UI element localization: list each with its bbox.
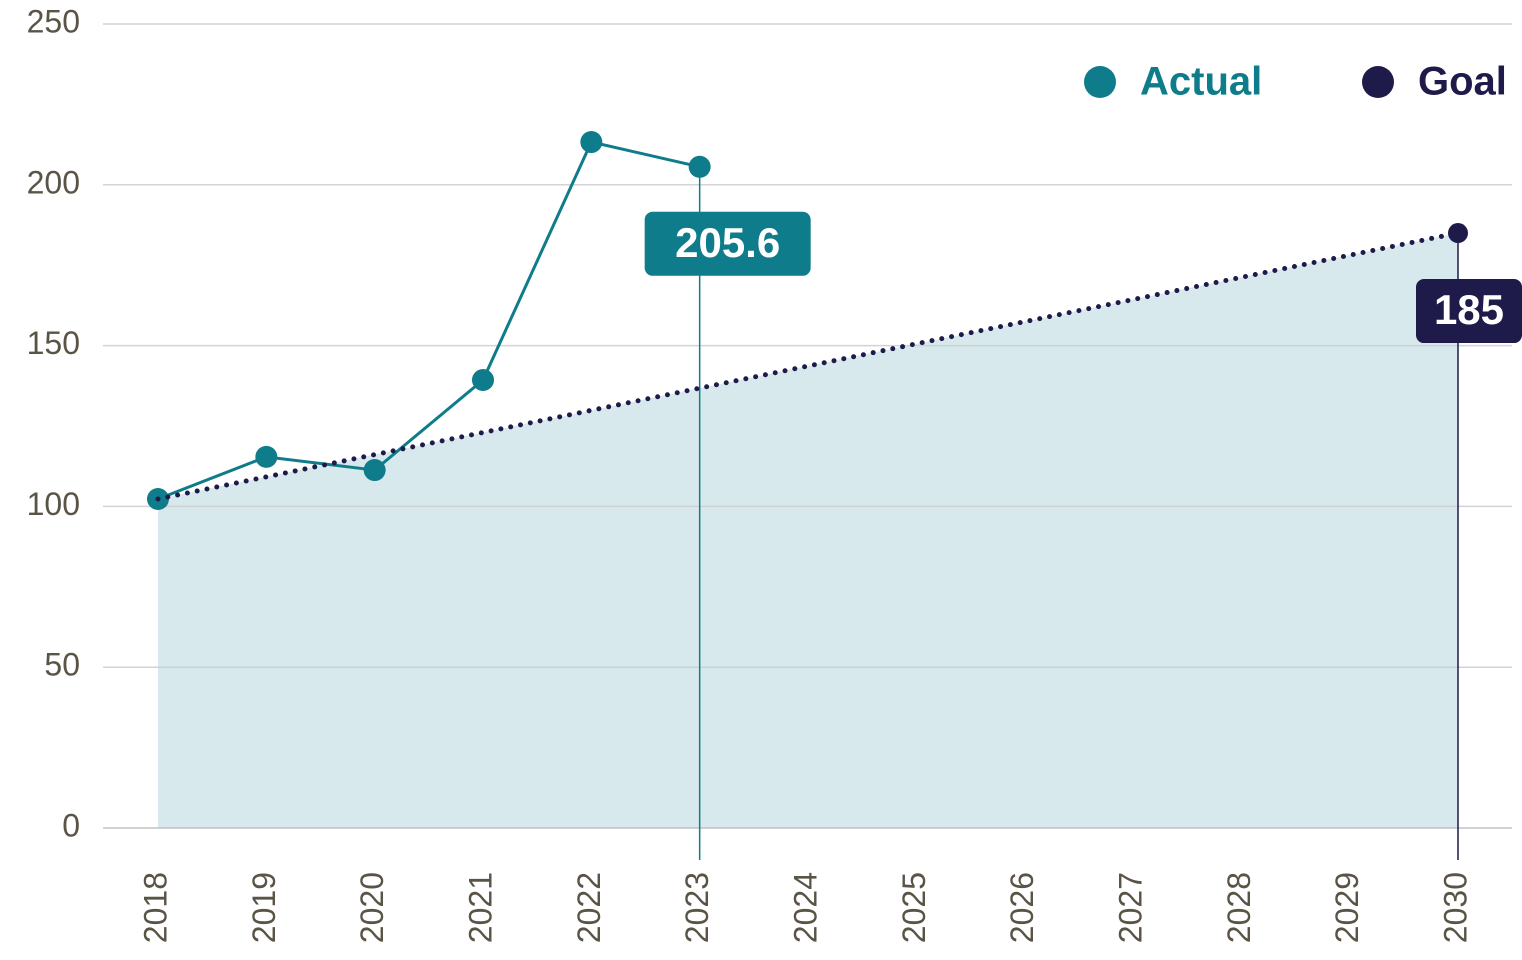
x-tick-label: 2019 bbox=[246, 872, 282, 943]
value-label-box bbox=[644, 211, 811, 276]
x-tick-label: 2024 bbox=[787, 872, 823, 943]
legend-marker bbox=[1362, 66, 1394, 98]
y-tick-label: 100 bbox=[27, 486, 80, 522]
legend-label: Actual bbox=[1140, 60, 1262, 104]
point bbox=[363, 459, 386, 482]
x-tick-label: 2018 bbox=[137, 872, 173, 943]
value-label: 205.6 bbox=[675, 219, 780, 266]
x-tick-label: 2028 bbox=[1221, 872, 1257, 943]
y-tick-label: 50 bbox=[44, 647, 80, 683]
legend-label: Goal bbox=[1418, 60, 1507, 104]
legend-marker bbox=[1084, 66, 1116, 98]
point bbox=[472, 369, 494, 392]
x-tick-label: 2026 bbox=[1004, 872, 1040, 943]
series-line bbox=[155, 230, 1461, 502]
x-tick-label: 2022 bbox=[571, 872, 607, 943]
y-tick-label: 250 bbox=[27, 3, 80, 39]
x-tick-label: 2021 bbox=[462, 872, 498, 943]
y-tick-label: 0 bbox=[62, 807, 80, 843]
x-tick-label: 2030 bbox=[1437, 872, 1473, 943]
value-label-box bbox=[1416, 279, 1522, 344]
y-tick-label: 150 bbox=[27, 325, 80, 361]
series-line bbox=[156, 140, 702, 501]
y-tick-label: 200 bbox=[27, 164, 80, 200]
point bbox=[255, 445, 278, 468]
point bbox=[688, 155, 711, 178]
x-tick-label: 2027 bbox=[1112, 872, 1148, 943]
x-tick-label: 2020 bbox=[354, 872, 390, 943]
x-tick-label: 2023 bbox=[679, 872, 715, 943]
point bbox=[580, 131, 603, 154]
point bbox=[1448, 223, 1468, 244]
x-tick-label: 2025 bbox=[896, 872, 932, 943]
x-tick-label: 2029 bbox=[1329, 872, 1365, 943]
value-label: 185 bbox=[1434, 286, 1504, 333]
goal-area bbox=[158, 233, 1458, 829]
